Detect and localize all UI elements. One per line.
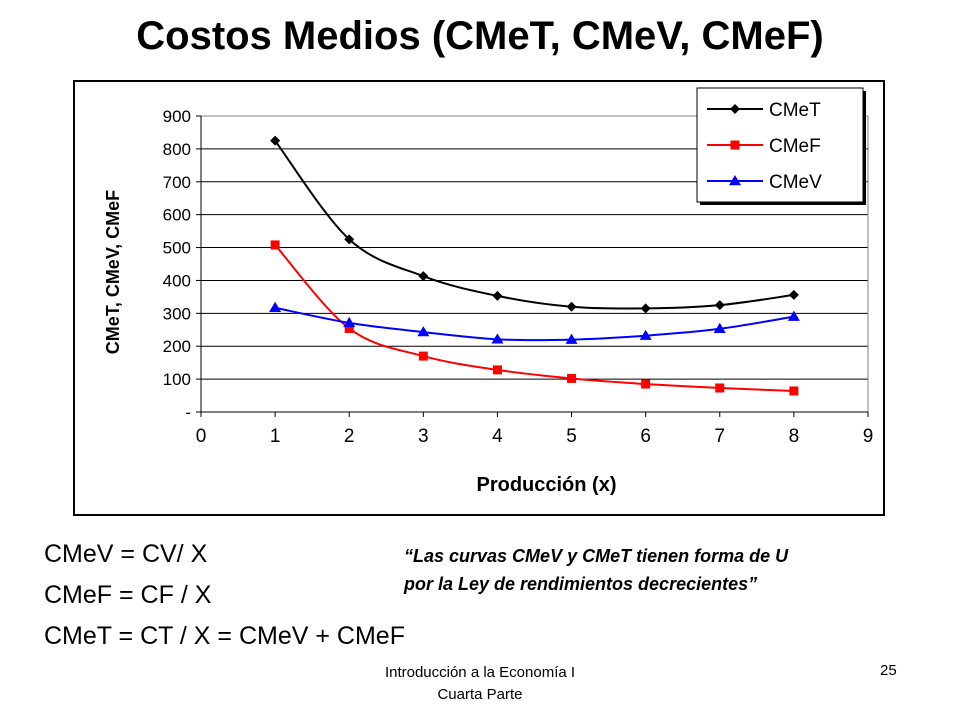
y-axis-title: CMeT, CMeV, CMeF — [103, 190, 123, 354]
quote-line-2: por la Ley de rendimientos decrecientes” — [404, 574, 758, 594]
quote-text: “Las curvas CMeV y CMeT tienen forma de … — [404, 542, 944, 598]
data-point-cmef-7 — [715, 383, 725, 393]
x-tick-label: 6 — [640, 426, 651, 447]
average-cost-chart: - 100 200 300 400 500 600 700 800 900 0 1 2 3 4 5 6 7 8 9 Pr… — [103, 87, 873, 496]
x-tick-label: 1 — [270, 426, 281, 447]
x-tick-label: 0 — [196, 426, 207, 447]
y-tick-label: 800 — [163, 140, 191, 159]
page-number: 25 — [880, 662, 897, 679]
data-point-cmev-4 — [491, 333, 504, 344]
legend-label-cmef: CMeF — [769, 136, 821, 157]
data-point-cmet-3 — [418, 271, 429, 282]
series-line-cmef — [274, 244, 794, 392]
y-tick-label: 300 — [163, 304, 191, 323]
footer-line-2: Cuarta Parte — [437, 686, 523, 703]
x-tick-label: 7 — [714, 426, 725, 447]
x-tick-label: 2 — [344, 426, 355, 447]
quote-line-1: “Las curvas CMeV y CMeT tienen forma de … — [404, 546, 789, 566]
y-tick-label: - — [185, 403, 191, 422]
y-tick-label: 500 — [163, 239, 191, 258]
data-point-cmef-4 — [492, 365, 502, 375]
y-tick-label: 900 — [163, 107, 191, 126]
data-point-cmet-8 — [788, 289, 799, 300]
x-axis-title: Producción (x) — [476, 474, 616, 496]
slide-title: Costos Medios (CMeT, CMeV, CMeF) — [136, 14, 824, 58]
legend-marker-cmet — [730, 104, 740, 114]
y-tick-label: 700 — [163, 173, 191, 192]
footer-line-1: Introducción a la Economía I — [384, 664, 576, 681]
data-point-cmet-2 — [344, 234, 355, 245]
data-point-cmef-8 — [789, 386, 799, 396]
data-point-cmet-6 — [640, 303, 651, 314]
data-point-cmev-8 — [787, 310, 800, 321]
data-point-cmet-4 — [492, 290, 503, 301]
data-point-cmev-7 — [713, 322, 726, 333]
legend: CMeT CMeF CMeV — [696, 87, 866, 205]
x-tick-label: 8 — [789, 426, 800, 447]
series-lines — [269, 135, 800, 396]
formula-cmef: CMeF = CF / X — [44, 581, 212, 609]
data-point-cmef-3 — [418, 351, 428, 361]
series-line-cmev — [274, 306, 795, 342]
y-tick-label: 100 — [163, 370, 191, 389]
data-point-cmef-6 — [641, 379, 651, 389]
x-tick-label: 4 — [492, 426, 503, 447]
data-point-cmef-5 — [567, 373, 577, 383]
x-tick-label: 5 — [566, 426, 577, 447]
data-point-cmet-5 — [566, 301, 577, 312]
legend-label-cmet: CMeT — [769, 100, 821, 121]
x-tick-label: 3 — [418, 426, 429, 447]
data-point-cmef-1 — [270, 240, 280, 250]
legend-marker-cmef — [730, 140, 740, 150]
data-point-cmef-2 — [344, 323, 354, 333]
data-point-cmev-5 — [565, 333, 578, 344]
axes: - 100 200 300 400 500 600 700 800 900 0 1 2 3 4 5 6 7 8 9 Pr… — [103, 107, 873, 496]
data-point-cmet-7 — [714, 300, 725, 311]
y-tick-label: 200 — [163, 337, 191, 356]
data-point-cmev-2 — [343, 316, 356, 328]
legend-label-cmev: CMeV — [769, 172, 822, 193]
legend-marker-cmev — [729, 175, 741, 186]
y-tick-label: 400 — [163, 271, 191, 290]
data-point-cmev-6 — [639, 329, 652, 340]
footer: Introducción a la Economía I Cuarta Part… — [310, 662, 650, 706]
chart-frame: - 100 200 300 400 500 600 700 800 900 0 1 2 3 4 5 6 7 8 9 Pr… — [73, 80, 885, 516]
data-point-cmet-1 — [270, 135, 281, 146]
x-tick-label: 9 — [863, 426, 874, 447]
y-tick-label: 600 — [163, 206, 191, 225]
formula-cmev: CMeV = CV/ X — [44, 540, 208, 568]
data-point-cmev-3 — [417, 326, 430, 337]
formula-cmet: CMeT = CT / X = CMeV + CMeF — [44, 622, 405, 650]
data-point-cmev-1 — [269, 301, 282, 312]
